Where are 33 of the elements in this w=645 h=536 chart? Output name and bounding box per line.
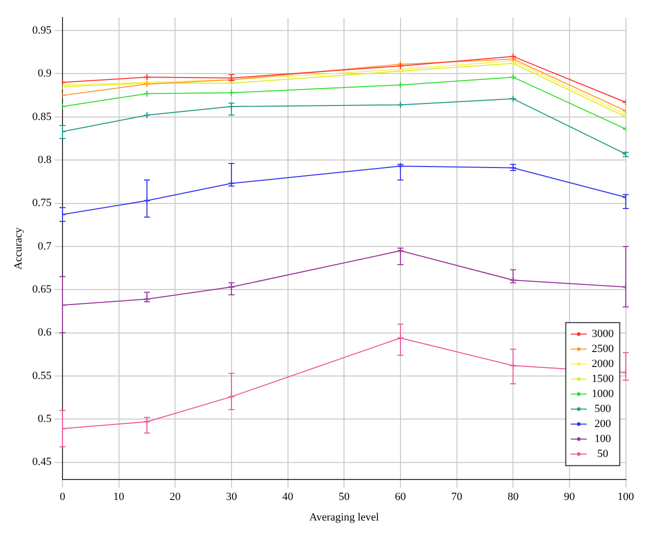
legend-label: 500 [594, 402, 612, 415]
legend-label: 3000 [592, 328, 614, 340]
x-tick-label: 0 [60, 491, 66, 504]
x-tick-label: 50 [338, 491, 350, 504]
legend-label: 1000 [592, 388, 614, 400]
legend-label: 200 [594, 418, 612, 430]
x-tick-label: 100 [618, 491, 634, 504]
x-tick-label: 40 [282, 491, 294, 504]
x-tick-label: 60 [394, 491, 406, 504]
x-axis-title: Averaging level [309, 511, 379, 524]
legend-label: 50 [597, 448, 609, 460]
x-tick-label: 70 [451, 491, 463, 504]
x-tick-label: 10 [113, 491, 125, 504]
x-tick-label: 30 [226, 491, 238, 504]
y-tick-label: 0.5 [38, 413, 52, 426]
legend-label: 2500 [592, 342, 614, 355]
y-tick-label: 0.45 [32, 456, 52, 468]
y-tick-label: 0.8 [38, 154, 52, 166]
y-tick-label: 0.95 [32, 24, 52, 36]
x-tick-label: 20 [170, 491, 182, 504]
legend-label: 100 [594, 432, 612, 445]
y-tick-label: 0.75 [32, 197, 52, 210]
y-tick-label: 0.9 [38, 68, 52, 80]
y-tick-label: 0.7 [38, 240, 52, 252]
x-tick-label: 80 [508, 491, 520, 504]
y-tick-label: 0.55 [32, 370, 52, 382]
legend-label: 2000 [592, 358, 614, 370]
y-tick-label: 0.65 [32, 284, 52, 296]
legend-label: 1500 [592, 372, 614, 385]
x-tick-label: 90 [564, 491, 576, 504]
y-tick-label: 0.85 [32, 110, 52, 123]
y-tick-label: 0.6 [38, 326, 52, 339]
y-axis-title: Accuracy [12, 227, 24, 270]
